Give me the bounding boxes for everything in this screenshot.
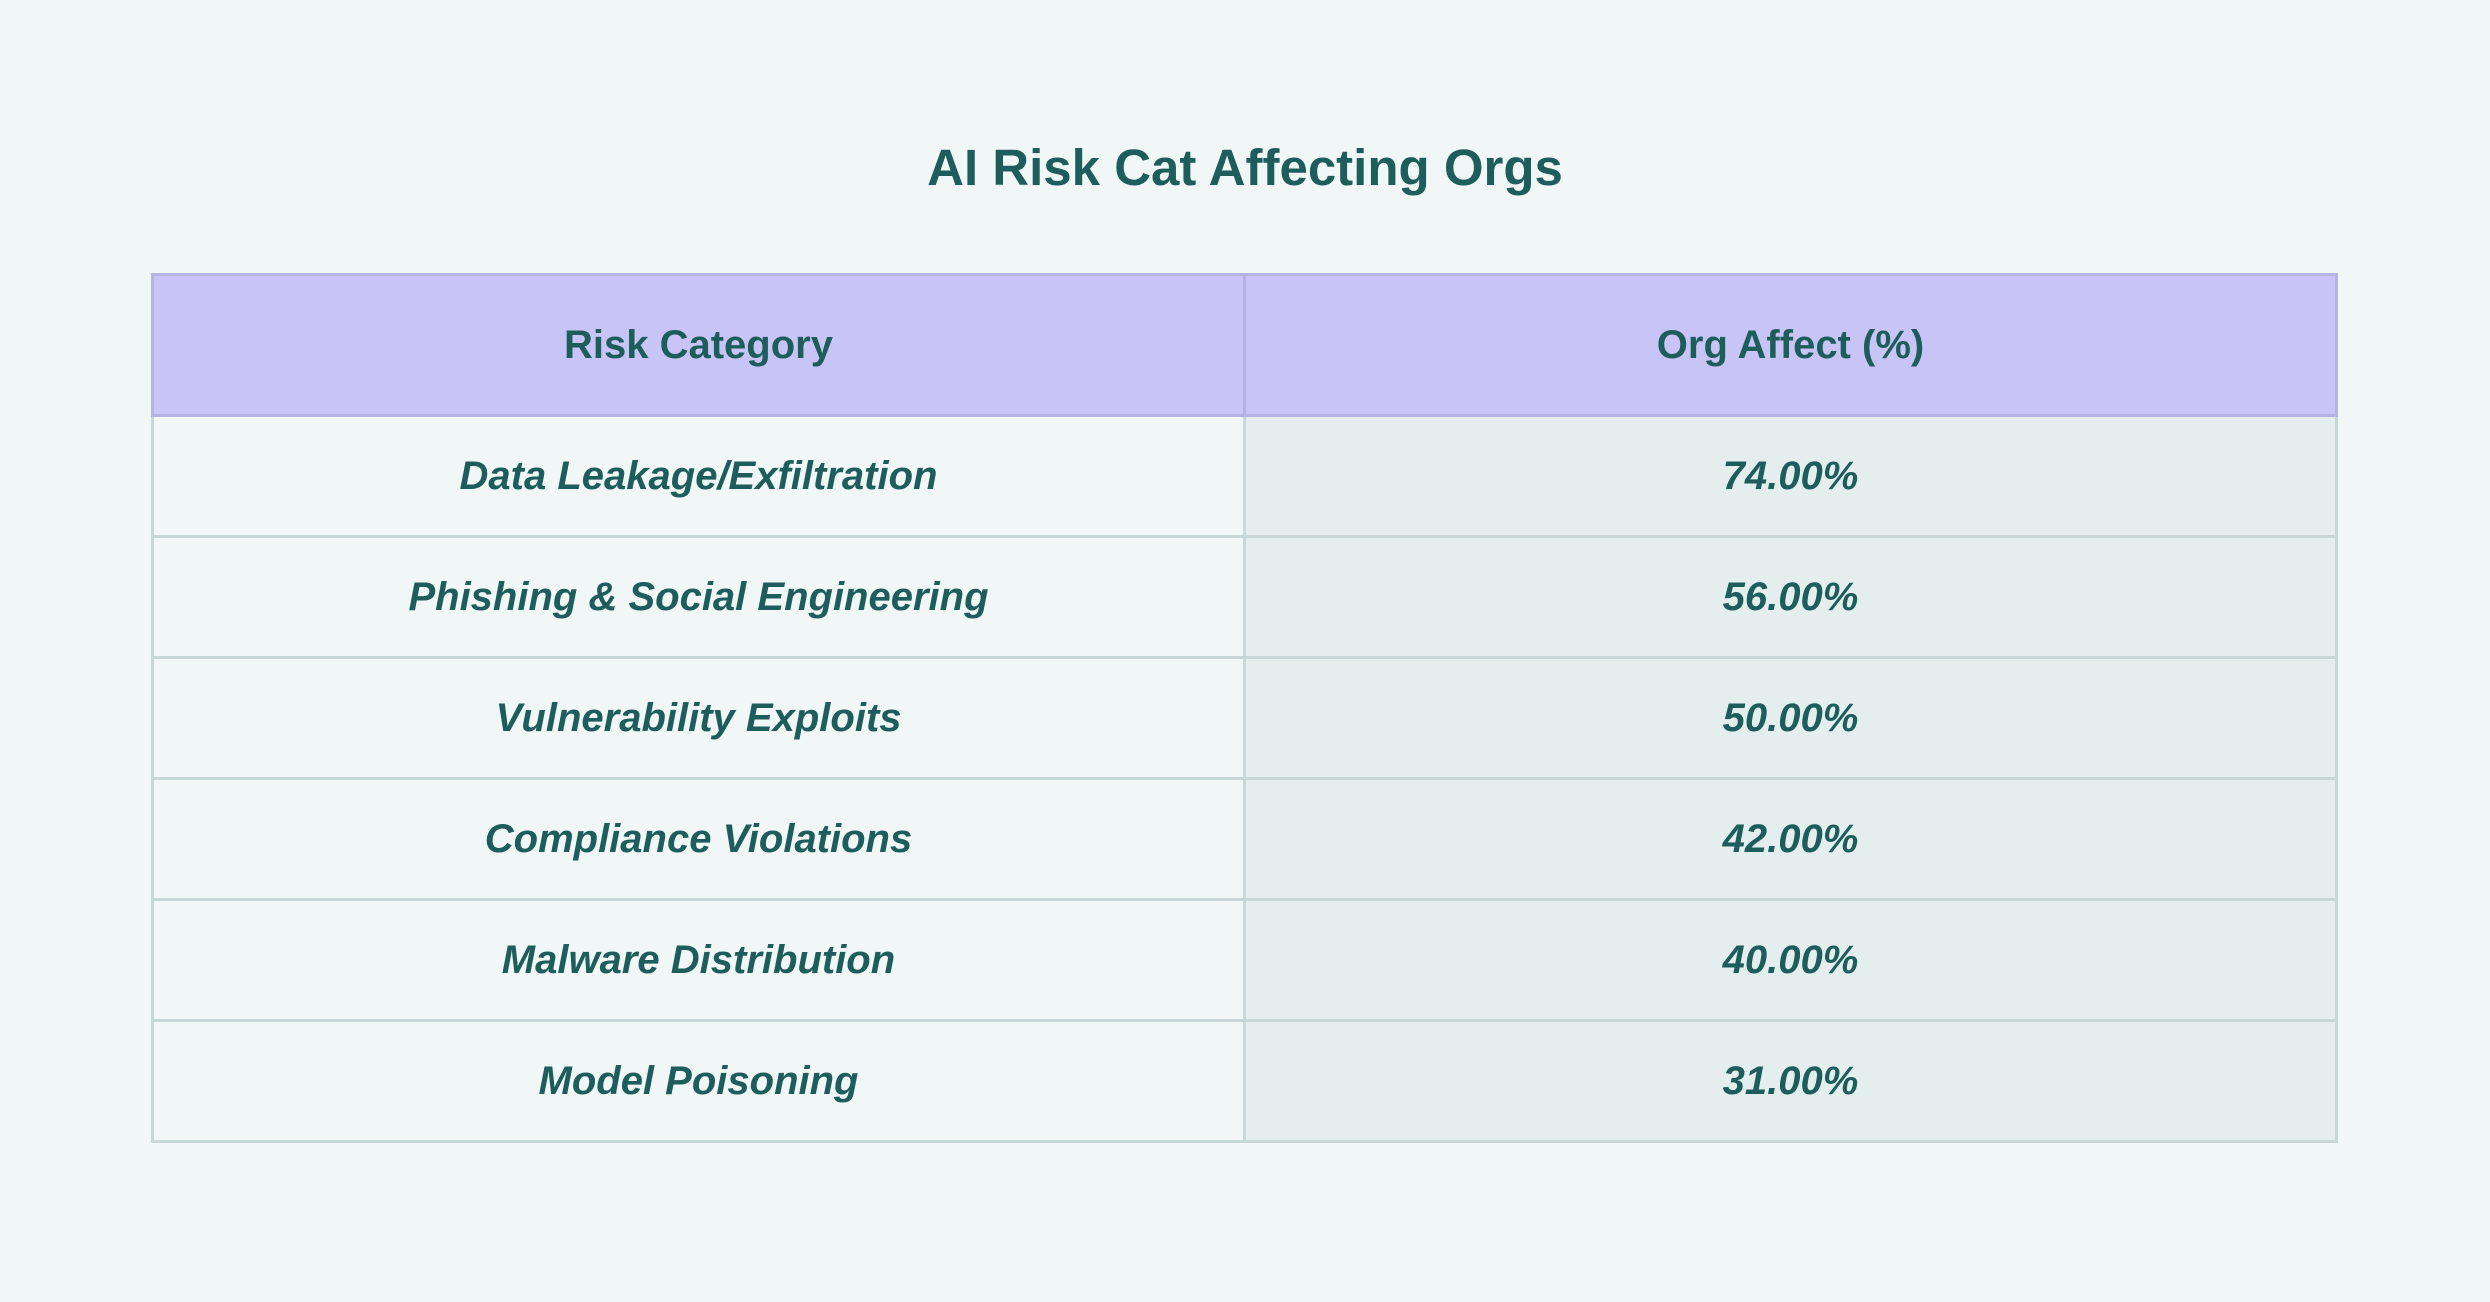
risk-category-cell: Phishing & Social Engineering xyxy=(151,535,1246,659)
chart-title: AI Risk Cat Affecting Orgs xyxy=(927,139,1563,196)
risk-category-cell: Data Leakage/Exfiltration xyxy=(151,414,1246,538)
org-affect-cell: 42.00% xyxy=(1243,777,2338,901)
org-affect-cell: 74.00% xyxy=(1243,414,2338,538)
risk-category-cell: Compliance Violations xyxy=(151,777,1246,901)
table-row: Model Poisoning 31.00% xyxy=(151,1019,2338,1143)
org-affect-cell: 50.00% xyxy=(1243,656,2338,780)
risk-category-cell: Malware Distribution xyxy=(151,898,1246,1022)
risk-category-cell: Vulnerability Exploits xyxy=(151,656,1246,780)
table-header-row: Risk Category Org Affect (%) xyxy=(151,273,2338,417)
table-row: Compliance Violations 42.00% xyxy=(151,777,2338,901)
table-row: Data Leakage/Exfiltration 74.00% xyxy=(151,414,2338,538)
risk-category-cell: Model Poisoning xyxy=(151,1019,1246,1143)
table-row: Vulnerability Exploits 50.00% xyxy=(151,656,2338,780)
org-affect-cell: 40.00% xyxy=(1243,898,2338,1022)
risk-table: Risk Category Org Affect (%) Data Leakag… xyxy=(151,273,2338,1143)
table-row: Phishing & Social Engineering 56.00% xyxy=(151,535,2338,659)
column-header-org-affect: Org Affect (%) xyxy=(1243,273,2338,417)
column-header-risk-category: Risk Category xyxy=(151,273,1246,417)
org-affect-cell: 31.00% xyxy=(1243,1019,2338,1143)
table-row: Malware Distribution 40.00% xyxy=(151,898,2338,1022)
org-affect-cell: 56.00% xyxy=(1243,535,2338,659)
